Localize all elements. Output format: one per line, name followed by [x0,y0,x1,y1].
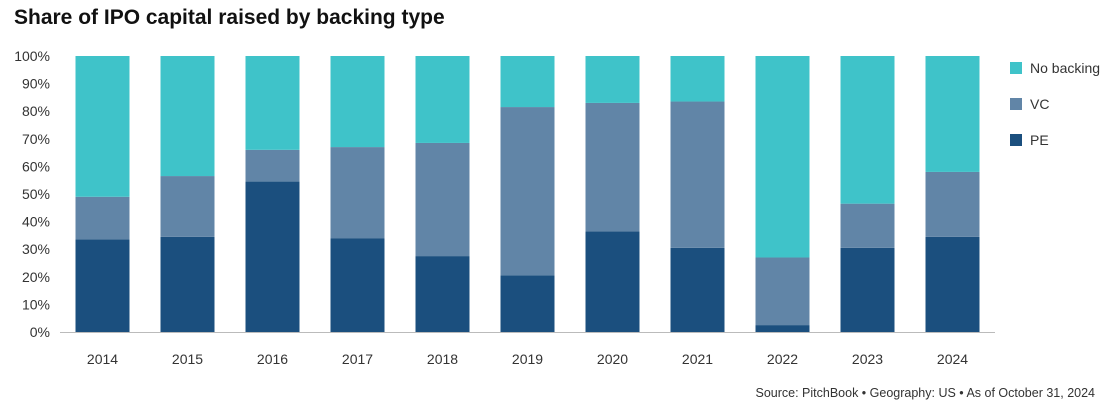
bar-no-backing-2019 [500,56,555,108]
bar-vc-2014 [75,196,130,240]
bar-no-backing-2014 [75,56,130,197]
bar-pe-2019 [500,275,555,332]
bar-vc-2023 [840,203,895,248]
bar-no-backing-2024 [925,56,980,172]
bar-no-backing-2021 [670,56,725,102]
y-tick-label: 70% [22,131,50,147]
legend: No backing VC PE [1010,50,1100,158]
legend-item-no-backing: No backing [1010,50,1100,86]
x-tick-label: 2016 [257,351,288,367]
x-tick-label: 2022 [767,351,798,367]
y-tick-label: 20% [22,269,50,285]
y-tick-label: 60% [22,158,50,174]
bar-pe-2024 [925,236,980,332]
x-tick-label: 2014 [87,351,118,367]
bar-pe-2018 [415,256,470,332]
bar-no-backing-2018 [415,56,470,143]
chart-title: Share of IPO capital raised by backing t… [14,6,445,29]
x-tick-label: 2017 [342,351,373,367]
legend-label: PE [1030,132,1049,148]
bar-pe-2022 [755,325,810,332]
x-tick-label: 2020 [597,351,628,367]
x-tick-label: 2018 [427,351,458,367]
legend-swatch [1010,134,1022,146]
y-tick-label: 100% [14,48,50,64]
bar-vc-2021 [670,101,725,248]
bar-pe-2020 [585,231,640,332]
legend-swatch [1010,62,1022,74]
y-tick-label: 80% [22,103,50,119]
bar-no-backing-2023 [840,56,895,204]
bar-pe-2014 [75,239,130,332]
bar-vc-2015 [160,176,215,237]
legend-label: No backing [1030,60,1101,76]
bar-no-backing-2016 [245,56,300,150]
bar-pe-2015 [160,236,215,332]
bar-no-backing-2020 [585,56,640,103]
y-tick-label: 90% [22,76,50,92]
bar-vc-2018 [415,142,470,257]
bar-no-backing-2022 [755,56,810,258]
x-tick-label: 2019 [512,351,543,367]
bar-pe-2021 [670,247,725,332]
legend-item-vc: VC [1010,86,1100,122]
y-tick-label: 30% [22,241,50,257]
x-tick-label: 2024 [937,351,968,367]
y-tick-label: 0% [30,324,50,340]
bar-pe-2023 [840,247,895,332]
bar-pe-2017 [330,238,385,332]
x-tick-label: 2023 [852,351,883,367]
x-tick-label: 2015 [172,351,203,367]
bar-no-backing-2015 [160,56,215,177]
legend-label: VC [1030,96,1050,112]
bar-vc-2017 [330,147,385,239]
y-tick-label: 40% [22,214,50,230]
y-tick-label: 50% [22,186,50,202]
source-note: Source: PitchBook • Geography: US • As o… [755,386,1096,400]
bar-vc-2024 [925,171,980,237]
bar-vc-2022 [755,257,810,326]
bar-pe-2016 [245,181,300,332]
bar-no-backing-2017 [330,56,385,148]
bar-vc-2019 [500,107,555,276]
legend-swatch [1010,98,1022,110]
x-tick-label: 2021 [682,351,713,367]
legend-item-pe: PE [1010,122,1100,158]
bar-vc-2016 [245,149,300,182]
bar-vc-2020 [585,102,640,232]
y-tick-label: 10% [22,296,50,312]
